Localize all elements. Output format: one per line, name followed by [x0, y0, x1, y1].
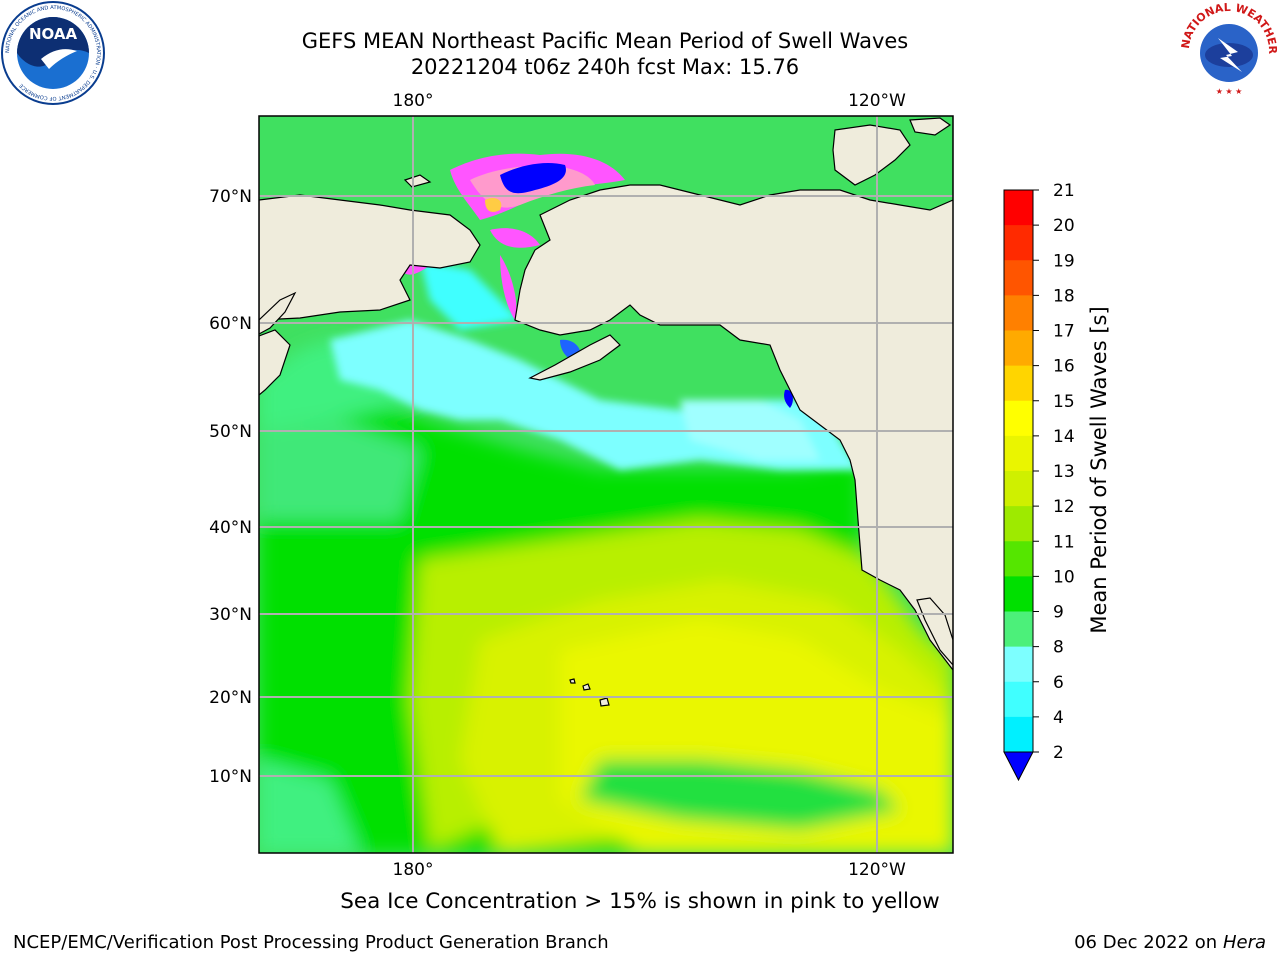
nws-logo: NATIONAL WEATHER SERVICE ★ ★ ★: [1178, 0, 1279, 100]
land-masses: [259, 116, 953, 853]
colorbar-tick-label: 16: [1053, 357, 1075, 377]
colorbar-segment: [1004, 295, 1033, 331]
colorbar-segment: [1004, 435, 1033, 472]
colorbar-segment: [1004, 471, 1033, 507]
lon-label-bottom-180: 180°: [393, 860, 434, 880]
colorbar-segment: [1004, 190, 1033, 226]
colorbar-tick-label: 19: [1053, 251, 1075, 271]
lat-label-20n: 20°N: [209, 688, 252, 708]
colorbar-tick-label: 2: [1053, 743, 1064, 763]
noaa-logo: NATIONAL OCEANIC AND ATMOSPHERIC ADMINIS…: [1, 1, 105, 105]
colorbar-tick-label: 11: [1053, 532, 1075, 552]
lon-label-top-180: 180°: [393, 91, 434, 111]
colorbar-tick-label: 8: [1053, 638, 1064, 658]
colorbar-segment: [1004, 681, 1033, 718]
colorbar-tick-label: 9: [1053, 603, 1064, 623]
colorbar-segment: [1004, 330, 1033, 367]
colorbar-tick-label: 10: [1053, 567, 1075, 587]
colorbar-extend-arrow: [1003, 751, 1034, 782]
colorbar-tick-label: 4: [1053, 708, 1064, 728]
colorbar-tick-label: 18: [1053, 286, 1075, 306]
chart-title: GEFS MEAN Northeast Pacific Mean Period …: [301, 29, 909, 53]
colorbar-tick-label: 12: [1053, 497, 1075, 517]
chart-subtitle: 20221204 t06z 240h fcst Max: 15.76: [410, 55, 800, 79]
map-frame: [258, 115, 954, 854]
colorbar-segment: [1004, 506, 1033, 542]
footer-credit: NCEP/EMC/Verification Post Processing Pr…: [13, 932, 609, 953]
colorbar-segment: [1004, 716, 1033, 753]
lat-label-10n: 10°N: [209, 767, 252, 787]
colorbar-tick-label: 17: [1053, 322, 1075, 342]
colorbar-label: Mean Period of Swell Waves [s]: [1087, 306, 1111, 633]
colorbar-segment: [1004, 365, 1033, 402]
colorbar-segment: [1004, 225, 1033, 261]
svg-text:★ ★ ★: ★ ★ ★: [1216, 87, 1243, 96]
colorbar-segment: [1004, 400, 1033, 437]
colorbar-tick-label: 15: [1053, 392, 1075, 412]
colorbar: 21 20 19 18 17 16 15 14 13 12 11 10 9 8 6 4 2: [1003, 181, 1075, 782]
map-field: [259, 116, 953, 853]
lat-label-30n: 30°N: [209, 605, 252, 625]
colorbar-segment: [1004, 260, 1033, 296]
lat-label-60n: 60°N: [209, 314, 252, 334]
graticule: [259, 116, 953, 853]
colorbar-tick-label: 14: [1053, 427, 1075, 447]
sea-ice-note: Sea Ice Concentration > 15% is shown in …: [340, 889, 940, 914]
colorbar-tick-label: 13: [1053, 462, 1075, 482]
footer-date-text: 06 Dec 2022 on: [1074, 932, 1218, 953]
lat-label-40n: 40°N: [209, 518, 252, 538]
swell-period-field: [259, 340, 953, 853]
colorbar-tick-label: 21: [1053, 181, 1075, 201]
colorbar-tick-label: 20: [1053, 216, 1075, 236]
footer-date: 06 Dec 2022 on Hera: [1074, 932, 1266, 953]
colorbar-segment: [1004, 611, 1033, 648]
colorbar-segment: [1004, 576, 1033, 612]
footer-machine: Hera: [1222, 932, 1266, 953]
colorbar-segment: [1004, 646, 1033, 683]
lon-label-bottom-120w: 120°W: [848, 860, 906, 880]
colorbar-segment: [1004, 541, 1033, 577]
colorbar-tick-label: 6: [1053, 673, 1064, 693]
lon-label-top-120w: 120°W: [848, 91, 906, 111]
noaa-logo-text: NOAA: [29, 25, 78, 43]
lat-label-50n: 50°N: [209, 422, 252, 442]
lat-label-70n: 70°N: [209, 187, 252, 207]
